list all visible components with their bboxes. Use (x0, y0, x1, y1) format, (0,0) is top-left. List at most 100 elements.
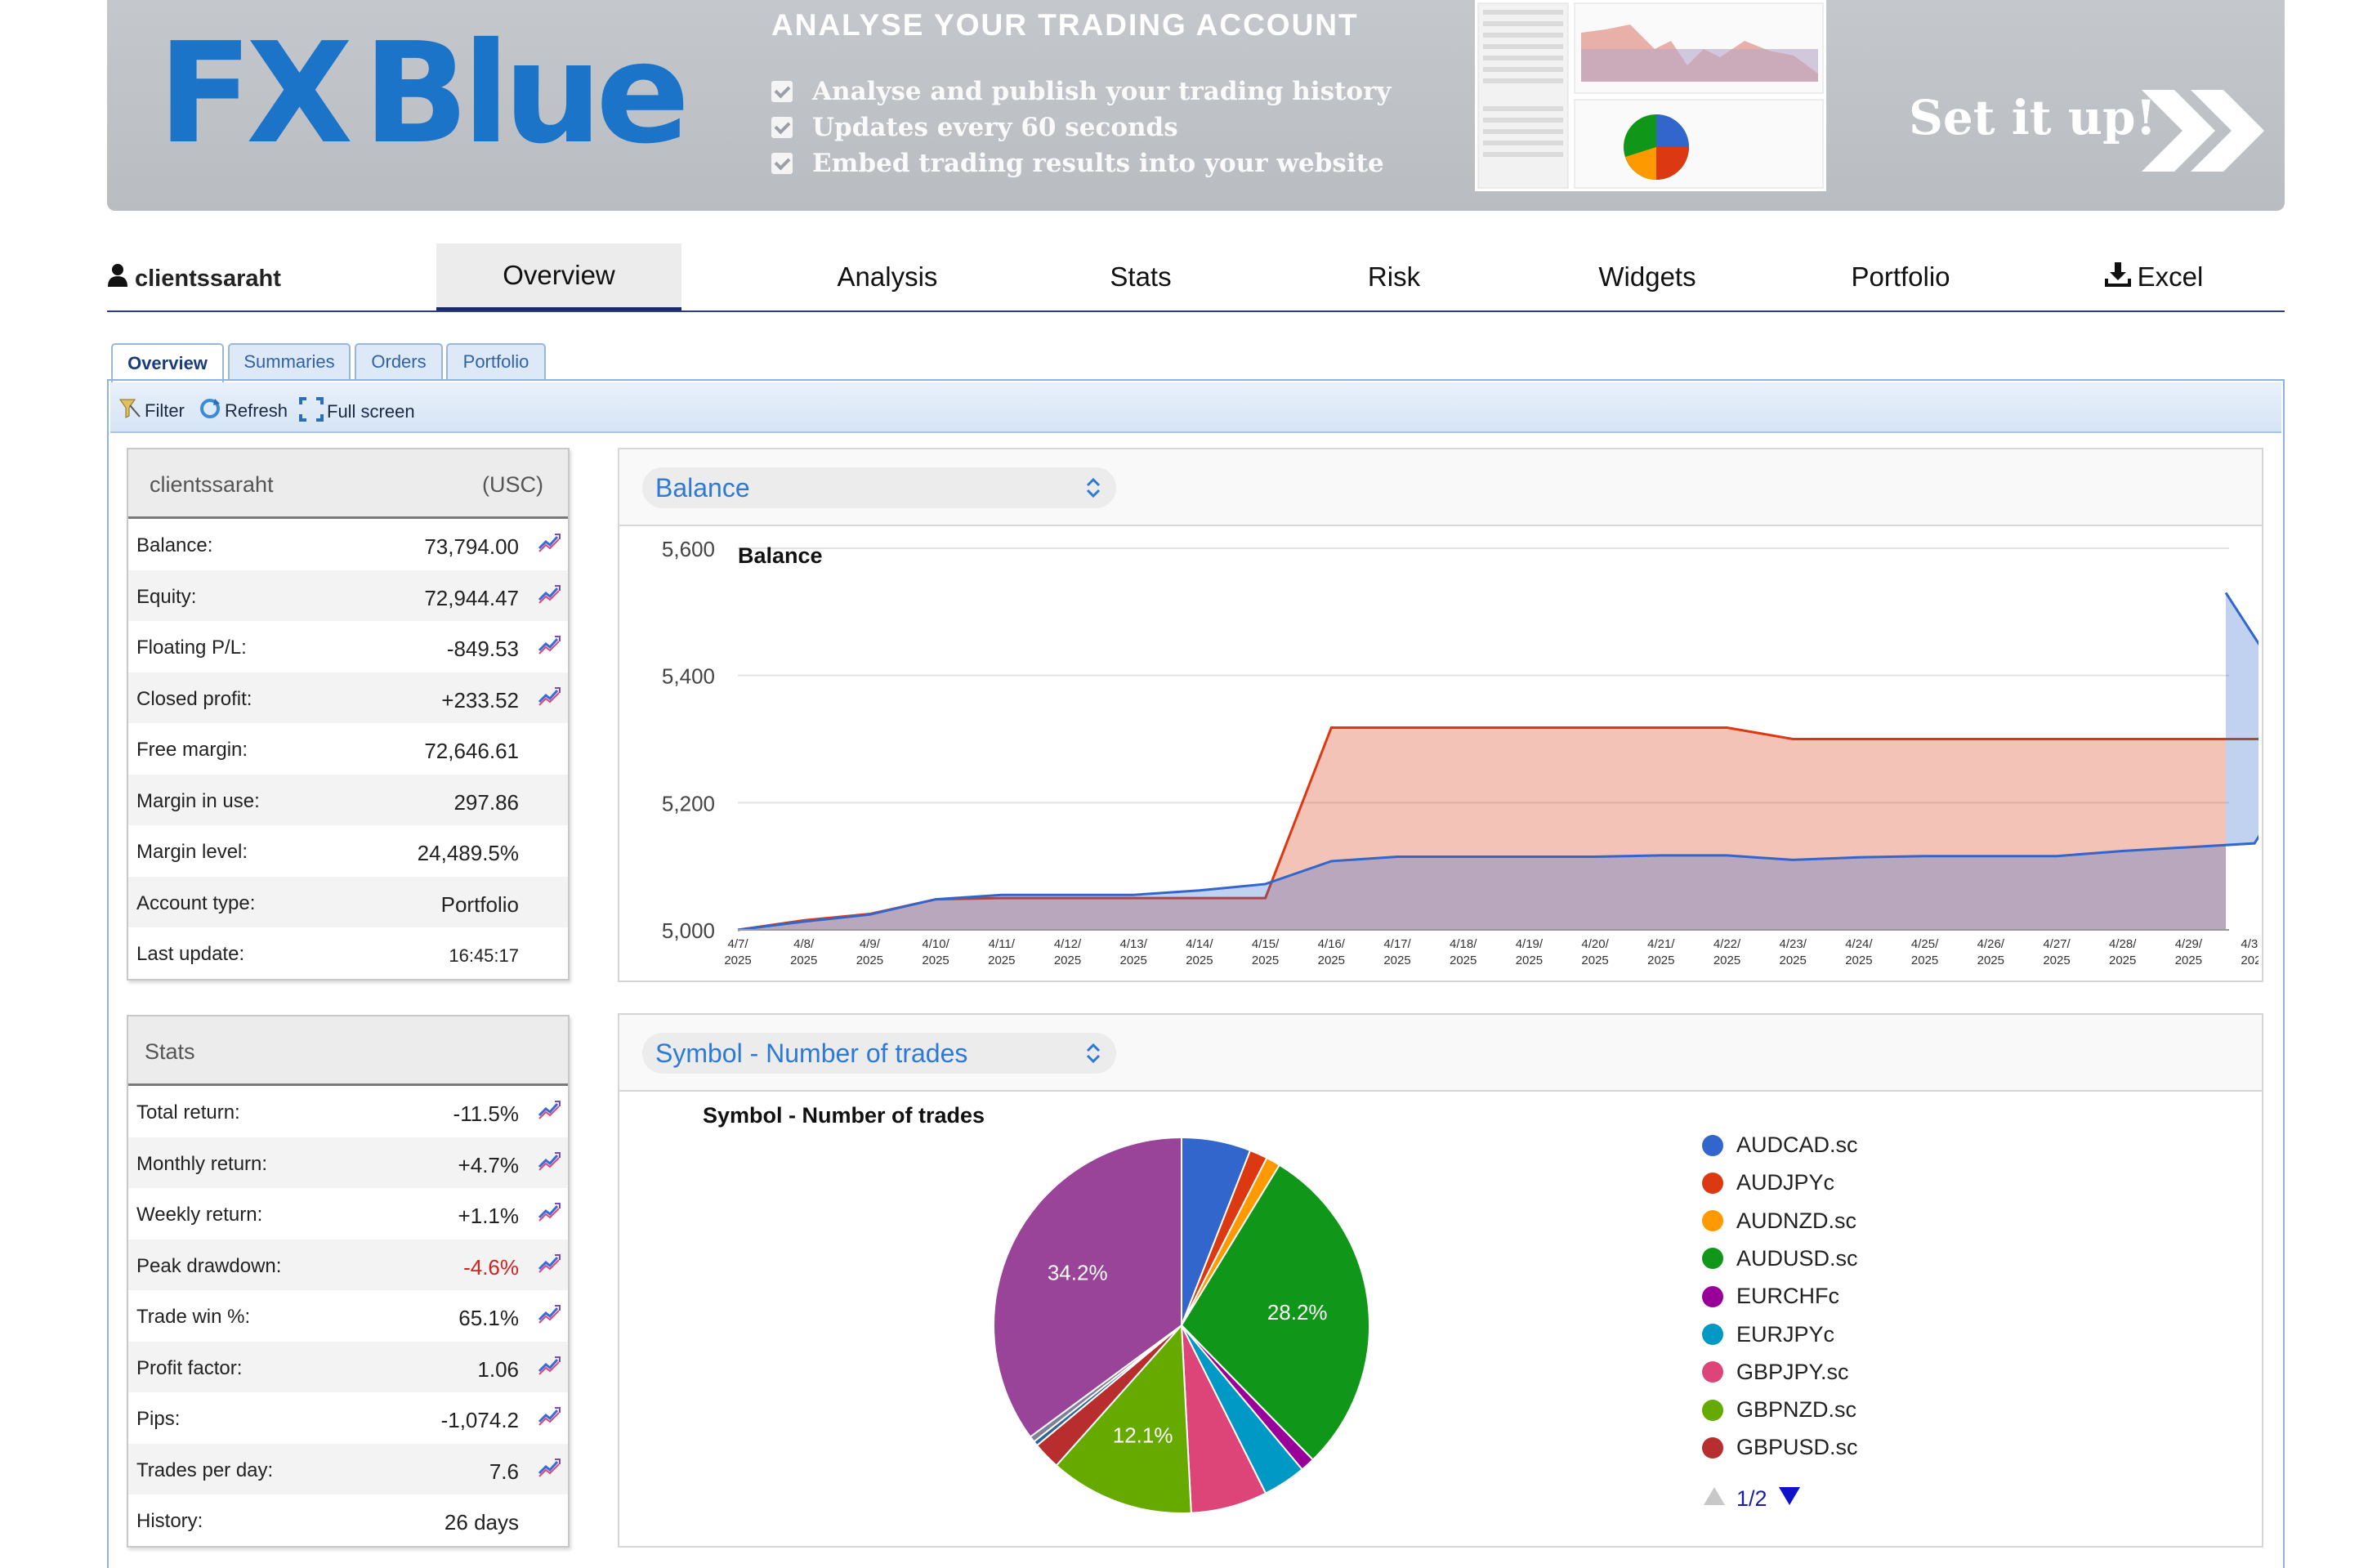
legend-swatch (1702, 1248, 1723, 1270)
row-value: +4.7% (458, 1152, 519, 1177)
row-value: 1.06 (477, 1356, 519, 1382)
account-row: Account type: Portfolio (128, 876, 568, 927)
x-tick-label: 4/20/ (1581, 937, 1609, 951)
stats-row: Total return: -11.5% (128, 1086, 568, 1137)
legend-label: AUDUSD.sc (1736, 1245, 1858, 1271)
legend-swatch (1702, 1324, 1723, 1345)
account-row: Closed profit: +233.52 (128, 672, 568, 723)
updown-chevron-icon (1083, 476, 1103, 507)
mini-chart-icon[interactable] (537, 1303, 561, 1325)
legend-item[interactable]: EURJPYc (1702, 1322, 1834, 1347)
setup-cta[interactable]: Set it up! (1909, 90, 2156, 145)
subtab-portfolio[interactable]: Portfolio (446, 343, 546, 379)
fullscreen-icon (299, 397, 324, 427)
pie-slice[interactable] (993, 1136, 1182, 1438)
legend-item[interactable]: GBPJPY.sc (1702, 1360, 1849, 1385)
mini-chart-icon[interactable] (537, 634, 561, 655)
filter-button[interactable]: Filter (118, 397, 185, 425)
stats-row: Trades per day: 7.6 (128, 1443, 568, 1494)
row-value: 24,489.5% (417, 841, 519, 865)
series-line (737, 592, 2258, 931)
mini-chart-icon[interactable] (537, 1355, 561, 1376)
legend-item[interactable]: GBPNZD.sc (1702, 1397, 1856, 1423)
row-label: Peak drawdown: (136, 1254, 282, 1277)
nav-tab-excel[interactable]: Excel (2072, 243, 2236, 310)
mini-chart-icon[interactable] (537, 532, 561, 553)
x-tick-label: 4/25/ (1911, 937, 1939, 951)
toolbar: Filter Refresh Full screen (110, 382, 2281, 433)
legend-item[interactable]: AUDUSD.sc (1702, 1246, 1858, 1271)
refresh-button[interactable]: Refresh (199, 397, 288, 425)
x-tick-label: 4/11/ (989, 937, 1016, 951)
x-tick-label: 2025 (1318, 954, 1345, 967)
mini-chart-icon[interactable] (537, 1150, 561, 1172)
x-tick-label: 2025 (1977, 954, 2004, 967)
subtab-summaries[interactable]: Summaries (228, 343, 351, 379)
nav-tab-risk[interactable]: Risk (1367, 261, 1421, 292)
mini-chart-icon[interactable] (537, 1405, 561, 1427)
x-tick-label: 2025 (790, 954, 817, 967)
legend-item[interactable]: GBPUSD.sc (1702, 1435, 1858, 1460)
y-tick-label: 5,600 (662, 537, 715, 561)
nav-tab-portfolio[interactable]: Portfolio (1851, 261, 1950, 292)
pie-slice[interactable] (1055, 1323, 1192, 1514)
double-chevron-right-icon[interactable] (2133, 82, 2272, 184)
stats-row: Profit factor: 1.06 (128, 1341, 568, 1392)
x-tick-label: 2025 (2043, 954, 2070, 967)
legend-item[interactable]: AUDCAD.sc (1702, 1132, 1858, 1158)
banner-bullets: Analyse and publish your trading history… (771, 74, 1391, 181)
row-label: Last update: (136, 943, 245, 965)
promo-banner[interactable]: FX Blue ANALYSE YOUR TRADING ACCOUNT Anal… (107, 0, 2285, 211)
mini-chart-icon[interactable] (537, 1253, 561, 1274)
x-tick-label: 2025 (1516, 954, 1543, 967)
stats-box: Stats Total return: -11.5% Monthly return:… (127, 1015, 570, 1548)
chart-title: Symbol - Number of trades (703, 1103, 985, 1128)
legend-item[interactable]: AUDNZD.sc (1702, 1208, 1856, 1234)
subtab-overview[interactable]: Overview (111, 343, 224, 382)
legend-label: GBPUSD.sc (1736, 1435, 1858, 1460)
x-tick-label: 4/24/ (1845, 937, 1873, 951)
nav-tab-overview[interactable]: Overview (436, 243, 681, 310)
stats-title: Stats (145, 1039, 195, 1064)
pie-slice[interactable] (1180, 1164, 1370, 1461)
x-tick-label: 4/28/ (2109, 937, 2137, 951)
page-down-icon[interactable] (1777, 1485, 1802, 1512)
fullscreen-button[interactable]: Full screen (299, 397, 415, 427)
legend-item[interactable]: EURCHFc (1702, 1284, 1839, 1309)
x-tick-label: 2025 (2175, 954, 2202, 967)
legend-label: EURCHFc (1736, 1284, 1839, 1309)
nav-tab-widgets[interactable]: Widgets (1598, 261, 1696, 292)
mini-chart-icon[interactable] (537, 1099, 561, 1120)
mini-chart-icon[interactable] (537, 1201, 561, 1222)
pie-chart-box: Symbol - Number of trades Symbol - Numbe… (618, 1013, 2263, 1548)
row-label: Total return: (136, 1101, 240, 1124)
dashboard-thumbnail (1475, 0, 1826, 191)
account-row: Equity: 72,944.47 (128, 570, 568, 621)
banner-headline: ANALYSE YOUR TRADING ACCOUNT (771, 8, 1359, 42)
page-up-icon[interactable] (1702, 1485, 1727, 1512)
checkbox-icon (771, 117, 793, 138)
subtab-orders[interactable]: Orders (355, 343, 443, 379)
chart-type-select[interactable]: Balance (642, 467, 1116, 508)
overview-panel: Filter Refresh Full screen (107, 379, 2285, 1568)
mini-chart-icon[interactable] (537, 686, 561, 707)
stats-row: Trade win %: 65.1% (128, 1290, 568, 1342)
nav-tab-analysis[interactable]: Analysis (837, 261, 938, 292)
legend-swatch (1702, 1172, 1723, 1194)
user-icon (107, 264, 128, 293)
filter-icon (118, 397, 141, 425)
x-tick-label: 2025 (1120, 954, 1147, 967)
account-summary-box: clientssaraht (USC) Balance: 73,794.00 Equ… (127, 448, 570, 981)
checkbox-icon (771, 153, 793, 174)
mini-chart-icon[interactable] (537, 1457, 561, 1478)
legend-item[interactable]: AUDJPYc (1702, 1170, 1834, 1195)
stats-row: Monthly return: +4.7% (128, 1137, 568, 1188)
pie-type-select[interactable]: Symbol - Number of trades (642, 1033, 1116, 1074)
row-label: Pips: (136, 1408, 181, 1430)
account-user[interactable]: clientssaraht (107, 264, 281, 293)
x-tick-label: 4/18/ (1450, 937, 1477, 951)
mini-chart-icon[interactable] (537, 583, 561, 605)
stats-row: History: 26 days (128, 1494, 568, 1546)
row-label: Weekly return: (136, 1204, 263, 1226)
nav-tab-stats[interactable]: Stats (1110, 261, 1172, 292)
